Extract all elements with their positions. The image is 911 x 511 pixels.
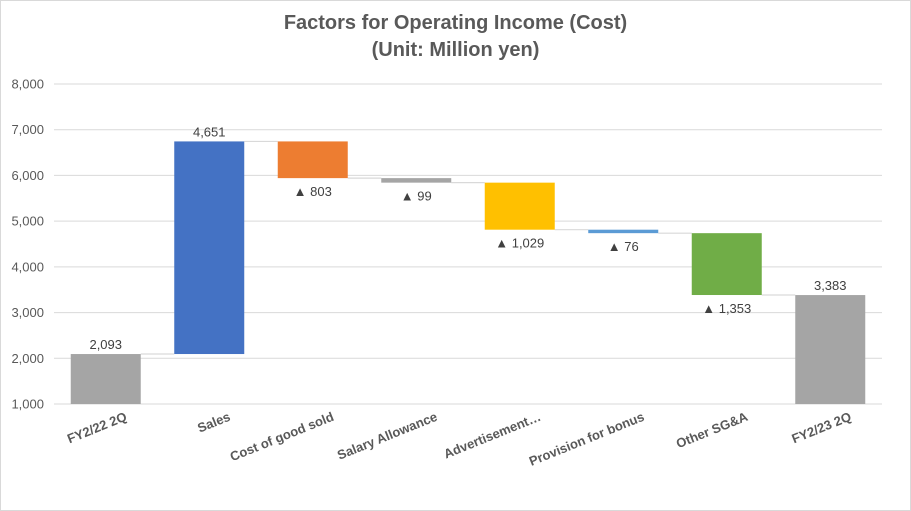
bar-fy2-22-2q [70,354,141,404]
y-tick-label: 7,000 [11,122,44,137]
bar-provision-for-bonus [588,229,659,234]
data-label: 3,383 [814,278,847,293]
y-tick-label: 4,000 [11,259,44,274]
x-category-label: Salary Allowance [335,409,439,463]
y-tick-label: 6,000 [11,168,44,183]
chart-title-block: Factors for Operating Income (Cost) (Uni… [0,10,911,64]
data-label: ▲ 1,353 [702,301,751,316]
x-category-label: FY2/22 2Q [65,409,129,446]
bar-salary-allowance [381,178,452,183]
bar-advertisement [484,182,555,230]
y-tick-label: 3,000 [11,305,44,320]
x-category-label: Cost of good sold [228,409,336,464]
x-category-label: FY2/23 2Q [789,409,853,446]
x-category-label: Sales [195,409,232,436]
x-category-label: Provision for bonus [527,409,646,469]
y-tick-label: 1,000 [11,397,44,412]
y-tick-label: 2,000 [11,351,44,366]
data-label: ▲ 803 [294,184,332,199]
data-label: 2,093 [89,337,122,352]
bar-sales [174,141,245,355]
x-category-label: Other SG&A [674,409,751,452]
bar-cost-of-good-sold [277,141,348,179]
bar-fy2-23-2q [795,295,866,404]
chart-subtitle: (Unit: Million yen) [371,39,540,61]
y-tick-label: 5,000 [11,214,44,229]
data-label: ▲ 1,029 [495,236,544,251]
bar-other-sg-a [691,233,762,296]
y-tick-label: 8,000 [11,77,44,92]
data-label: ▲ 76 [608,239,639,254]
chart-title: Factors for Operating Income (Cost) [283,12,628,34]
data-label: 4,651 [193,124,226,139]
data-label: ▲ 99 [401,189,432,204]
